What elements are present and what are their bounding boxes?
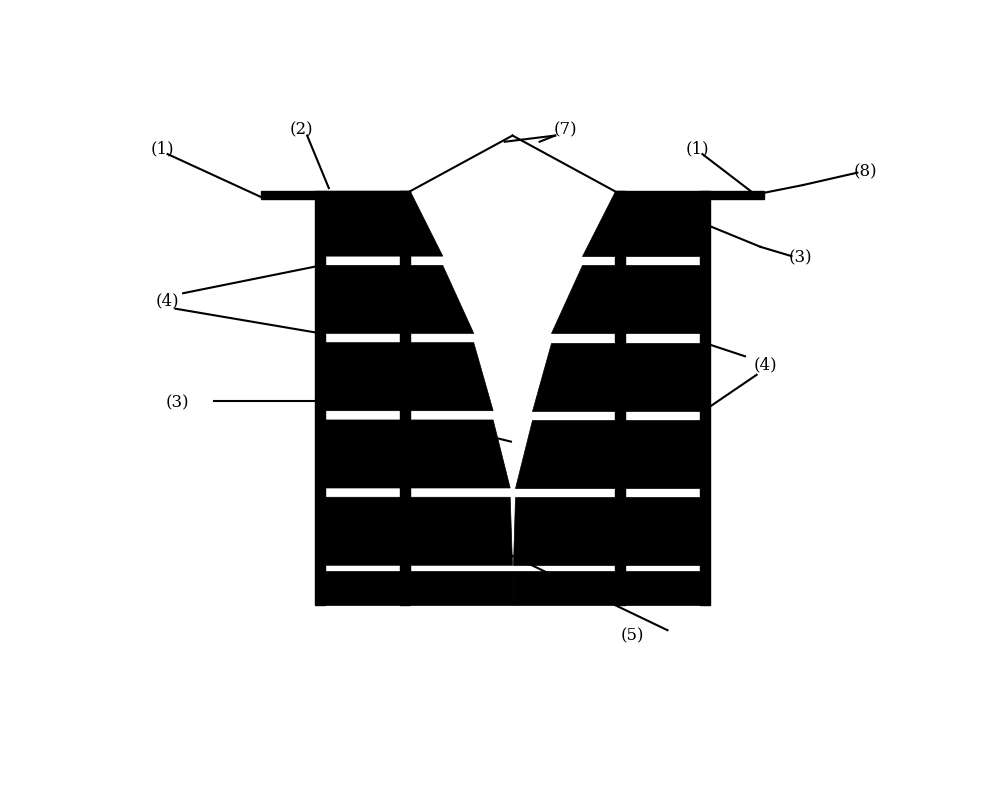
Polygon shape — [325, 497, 512, 565]
Text: (6): (6) — [467, 424, 490, 441]
Polygon shape — [261, 192, 410, 200]
Polygon shape — [325, 192, 443, 257]
Text: (3): (3) — [789, 249, 813, 266]
Polygon shape — [315, 192, 325, 606]
Polygon shape — [512, 497, 700, 565]
Polygon shape — [515, 420, 700, 488]
Polygon shape — [325, 266, 474, 334]
Text: (1): (1) — [150, 140, 174, 157]
Text: (4): (4) — [156, 292, 179, 309]
Text: (3): (3) — [166, 394, 190, 411]
Text: (5): (5) — [621, 626, 644, 643]
Polygon shape — [400, 192, 410, 606]
Text: (2): (2) — [290, 122, 314, 139]
Text: (8): (8) — [853, 163, 877, 180]
Polygon shape — [325, 343, 493, 411]
Polygon shape — [615, 192, 625, 606]
Text: (4): (4) — [754, 356, 778, 374]
Polygon shape — [512, 572, 700, 606]
Text: (7): (7) — [553, 122, 577, 139]
Polygon shape — [551, 266, 700, 334]
Polygon shape — [532, 343, 700, 411]
Polygon shape — [615, 192, 764, 200]
Polygon shape — [325, 420, 510, 488]
Text: (1): (1) — [685, 140, 709, 157]
Polygon shape — [582, 192, 700, 257]
Polygon shape — [700, 192, 710, 606]
Polygon shape — [325, 572, 512, 606]
